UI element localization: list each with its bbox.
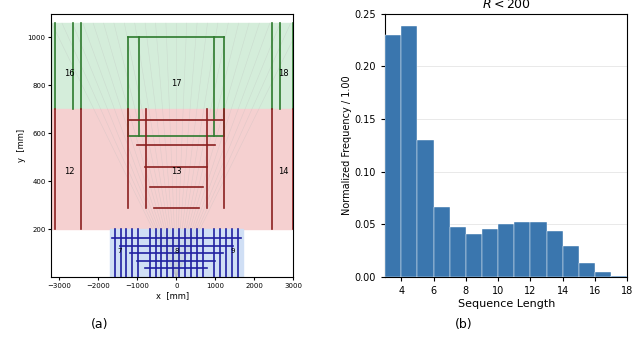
Text: (b): (b) xyxy=(455,318,473,331)
Bar xyxy=(466,234,482,277)
Text: 13: 13 xyxy=(171,167,182,176)
Bar xyxy=(450,226,466,277)
Bar xyxy=(51,110,293,229)
Bar xyxy=(498,224,515,277)
Text: 12: 12 xyxy=(64,167,74,176)
Text: 9: 9 xyxy=(230,248,235,254)
X-axis label: Sequence Length: Sequence Length xyxy=(458,299,555,309)
Y-axis label: y  [mm]: y [mm] xyxy=(17,129,26,162)
X-axis label: x  [mm]: x [mm] xyxy=(156,291,189,300)
Text: 14: 14 xyxy=(278,167,289,176)
Bar xyxy=(385,34,401,277)
Bar xyxy=(417,140,433,277)
Bar xyxy=(51,23,293,110)
Bar xyxy=(433,207,450,277)
Bar xyxy=(595,272,611,277)
Bar xyxy=(401,26,417,277)
Bar xyxy=(563,245,579,277)
Text: 7: 7 xyxy=(118,248,122,254)
Bar xyxy=(547,231,563,277)
Bar xyxy=(482,228,498,277)
Text: 17: 17 xyxy=(171,78,182,88)
Text: (a): (a) xyxy=(90,318,108,331)
Bar xyxy=(515,222,531,277)
Y-axis label: Normalized Frequency / 1.00: Normalized Frequency / 1.00 xyxy=(342,75,352,215)
Title: $R < 200$: $R < 200$ xyxy=(482,0,531,11)
Text: 8: 8 xyxy=(174,248,179,254)
Bar xyxy=(531,222,547,277)
Bar xyxy=(110,229,243,277)
Bar xyxy=(579,263,595,277)
Text: 16: 16 xyxy=(64,69,74,78)
Bar xyxy=(611,276,627,277)
Text: 18: 18 xyxy=(278,69,289,78)
